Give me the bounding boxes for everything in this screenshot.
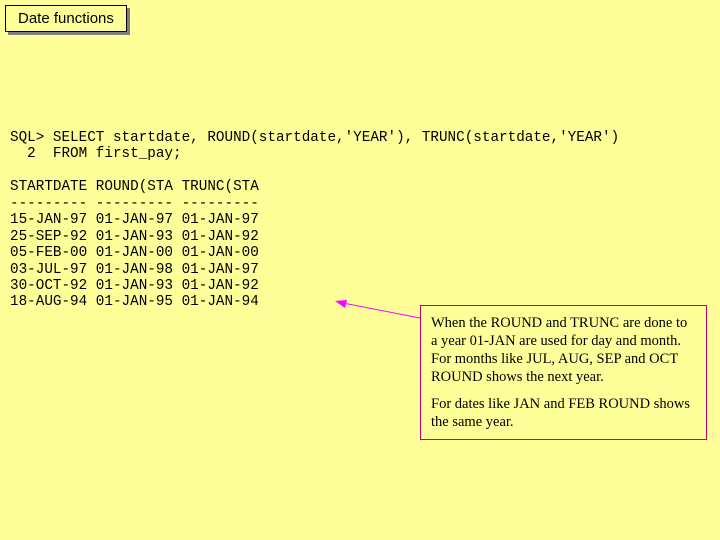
sql-line-1: 2 FROM first_pay;	[10, 146, 182, 162]
sql-line-9: 30-OCT-92 01-JAN-93 01-JAN-92	[10, 278, 259, 294]
sql-line-0: SQL> SELECT startdate, ROUND(startdate,'…	[10, 130, 619, 146]
title-box: Date functions	[5, 5, 127, 32]
sql-line-10: 18-AUG-94 01-JAN-95 01-JAN-94	[10, 294, 259, 310]
sql-output: SQL> SELECT startdate, ROUND(startdate,'…	[10, 130, 619, 311]
callout-paragraph-2: For dates like JAN and FEB ROUND shows t…	[431, 395, 696, 431]
sql-line-8: 03-JUL-97 01-JAN-98 01-JAN-97	[10, 262, 259, 278]
title-text: Date functions	[18, 10, 114, 27]
sql-line-4: --------- --------- ---------	[10, 196, 259, 212]
sql-line-5: 15-JAN-97 01-JAN-97 01-JAN-97	[10, 212, 259, 228]
callout-box: When the ROUND and TRUNC are done to a y…	[420, 305, 707, 440]
sql-line-3: STARTDATE ROUND(STA TRUNC(STA	[10, 179, 259, 195]
sql-line-6: 25-SEP-92 01-JAN-93 01-JAN-92	[10, 229, 259, 245]
sql-line-7: 05-FEB-00 01-JAN-00 01-JAN-00	[10, 245, 259, 261]
callout-paragraph-1: When the ROUND and TRUNC are done to a y…	[431, 314, 696, 387]
